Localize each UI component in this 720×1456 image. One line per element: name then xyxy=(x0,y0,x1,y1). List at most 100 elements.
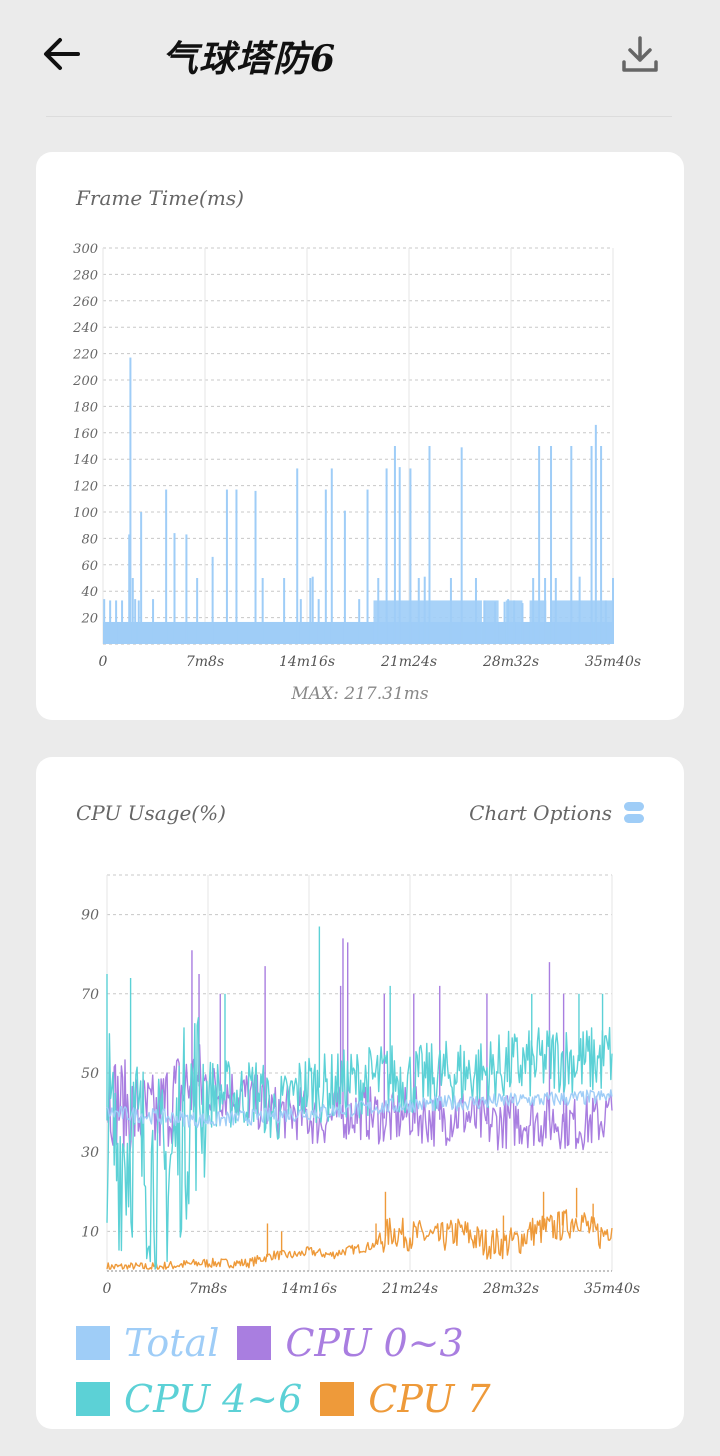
toggle-pill-icon xyxy=(624,802,644,824)
frame-time-bar xyxy=(185,534,188,644)
frame-time-band xyxy=(484,600,499,644)
frame-time-bar xyxy=(474,578,477,644)
y-tick-label: 100 xyxy=(73,506,98,521)
download-icon[interactable] xyxy=(618,32,662,76)
frame-time-bar xyxy=(211,556,214,644)
frame-time-bar xyxy=(109,600,112,644)
y-tick-label: 160 xyxy=(73,427,98,442)
legend-item[interactable]: CPU 0~3 xyxy=(237,1317,464,1369)
x-tick-label: 21m24s xyxy=(380,654,437,670)
x-tick-label: 7m8s xyxy=(189,1281,227,1297)
frame-time-bar xyxy=(131,578,134,644)
y-tick-label: 180 xyxy=(73,400,98,415)
frame-time-bar xyxy=(254,490,257,644)
frame-time-bar xyxy=(134,599,137,644)
frame-time-band xyxy=(551,600,613,644)
frame-time-bar xyxy=(311,576,314,644)
frame-time-bar xyxy=(103,599,106,644)
chart-options-button[interactable]: Chart Options xyxy=(469,801,644,825)
page-title: 气球塔防6 xyxy=(162,38,337,80)
frame-time-bar xyxy=(165,489,168,644)
frame-time-bar xyxy=(494,601,497,644)
chart-options-label: Chart Options xyxy=(469,801,612,825)
legend-item[interactable]: Total xyxy=(76,1317,219,1369)
frame-time-bar xyxy=(594,424,597,644)
frame-time-bar xyxy=(137,600,140,644)
frame-time-bar xyxy=(115,600,118,644)
frame-time-bar xyxy=(196,578,199,644)
y-tick-label: 140 xyxy=(73,453,98,468)
frame-time-bar xyxy=(377,578,380,644)
series-line-cpu-7 xyxy=(106,1209,613,1270)
x-tick-label: 35m40s xyxy=(584,1281,640,1297)
x-tick-label: 0 xyxy=(103,1281,112,1297)
frame-time-bar xyxy=(121,600,124,644)
frame-time-bar xyxy=(554,578,557,644)
y-tick-label: 10 xyxy=(81,1224,99,1240)
x-tick-label: 7m8s xyxy=(186,654,224,670)
frame-time-bar xyxy=(513,600,516,644)
x-tick-label: 14m16s xyxy=(281,1281,337,1297)
frame-time-chart: 20 40 60 80 100 120 140 160 180 200 220 240 260 280 30… xyxy=(72,242,641,670)
frame-time-bar xyxy=(173,533,176,644)
legend-swatch xyxy=(320,1382,355,1416)
y-tick-label: 40 xyxy=(80,585,98,600)
header-divider xyxy=(46,116,672,117)
frame-time-bar xyxy=(385,468,388,644)
y-tick-label: 80 xyxy=(81,532,98,547)
frame-time-bar xyxy=(261,578,264,644)
frame-time-bar xyxy=(423,576,426,644)
frame-time-card: Frame Time(ms) 20 40 60 80 100 120 140 160 180 20… xyxy=(36,152,684,720)
frame-time-band xyxy=(373,600,482,644)
x-tick-label: 28m32s xyxy=(482,654,539,670)
frame-time-bar xyxy=(550,446,553,644)
legend-swatch xyxy=(76,1382,110,1416)
frame-time-band xyxy=(529,600,547,644)
frame-time-bar xyxy=(317,599,320,644)
x-tick-label: 14m16s xyxy=(279,654,335,670)
frame-time-bar xyxy=(409,468,412,644)
frame-time-bar xyxy=(299,599,302,644)
frame-time-bar xyxy=(140,512,143,644)
x-tick-label: 0 xyxy=(99,654,108,670)
frame-time-bar xyxy=(600,446,603,644)
frame-time-bar xyxy=(507,599,510,644)
frame-time-bar xyxy=(503,601,506,644)
frame-time-bar xyxy=(225,489,228,644)
frame-time-bar xyxy=(417,578,420,644)
frame-time-bar xyxy=(309,578,312,644)
y-tick-label: 30 xyxy=(81,1145,99,1161)
y-tick-label: 260 xyxy=(72,295,98,310)
frame-time-bar xyxy=(343,510,346,644)
x-tick-label: 21m24s xyxy=(381,1281,438,1297)
legend-item[interactable]: CPU 4~6 xyxy=(76,1373,302,1425)
frame-time-bar xyxy=(324,489,327,644)
series-line-cpu-4-6 xyxy=(106,1017,613,1270)
cpu-legend: Total CPU 0~3 CPU 4~6 CPU 7 xyxy=(76,1317,656,1429)
frame-time-bar xyxy=(483,600,486,644)
frame-time-bar xyxy=(330,468,333,644)
frame-time-bar xyxy=(590,446,593,644)
frame-time-bar xyxy=(544,578,547,644)
x-tick-label: 28m32s xyxy=(482,1281,539,1297)
y-tick-label: 20 xyxy=(80,612,98,627)
legend-label: Total xyxy=(124,1321,220,1365)
legend-swatch xyxy=(237,1326,272,1360)
legend-item[interactable]: CPU 7 xyxy=(320,1373,491,1425)
y-tick-label: 70 xyxy=(81,987,99,1003)
max-frame-time-label: MAX: 217.31ms xyxy=(291,684,429,704)
frame-time-bar xyxy=(578,576,581,644)
frame-time-bar xyxy=(449,578,452,644)
cpu-usage-card: CPU Usage(%) Chart Options 10 30 50 70 90 0 7m… xyxy=(36,757,684,1429)
frame-time-bar xyxy=(538,446,541,644)
frame-time-bar xyxy=(366,489,369,644)
back-arrow-icon[interactable] xyxy=(38,30,86,78)
frame-time-bar xyxy=(296,468,299,644)
cpu-usage-title: CPU Usage(%) xyxy=(76,801,226,825)
y-tick-label: 240 xyxy=(72,321,98,336)
legend-label: CPU 0~3 xyxy=(285,1321,464,1365)
x-tick-label: 35m40s xyxy=(585,654,641,670)
y-tick-label: 90 xyxy=(81,908,99,924)
frame-time-bar xyxy=(398,467,401,644)
legend-swatch xyxy=(76,1326,110,1360)
